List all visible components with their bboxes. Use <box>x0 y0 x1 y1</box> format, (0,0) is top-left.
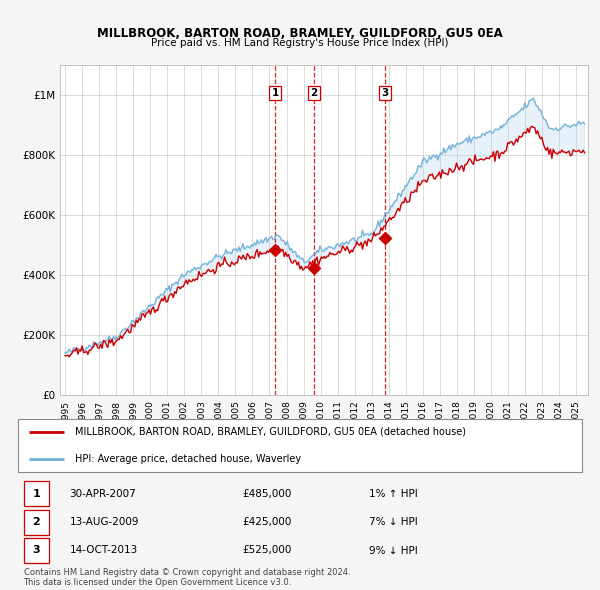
Text: MILLBROOK, BARTON ROAD, BRAMLEY, GUILDFORD, GU5 0EA: MILLBROOK, BARTON ROAD, BRAMLEY, GUILDFO… <box>97 27 503 40</box>
Text: 1: 1 <box>271 88 279 98</box>
Text: HPI: Average price, detached house, Waverley: HPI: Average price, detached house, Wave… <box>76 454 301 464</box>
Text: 7% ↓ HPI: 7% ↓ HPI <box>369 517 418 527</box>
Text: £425,000: £425,000 <box>242 517 292 527</box>
Text: £485,000: £485,000 <box>242 489 292 499</box>
Text: £525,000: £525,000 <box>242 546 292 555</box>
Text: 3: 3 <box>32 546 40 555</box>
Text: 30-APR-2007: 30-APR-2007 <box>70 489 136 499</box>
Text: Contains HM Land Registry data © Crown copyright and database right 2024.
This d: Contains HM Land Registry data © Crown c… <box>23 568 350 587</box>
Text: 2: 2 <box>310 88 318 98</box>
Text: Price paid vs. HM Land Registry's House Price Index (HPI): Price paid vs. HM Land Registry's House … <box>151 38 449 48</box>
Text: 1: 1 <box>32 489 40 499</box>
FancyBboxPatch shape <box>23 481 49 506</box>
Text: 3: 3 <box>382 88 389 98</box>
Text: 1% ↑ HPI: 1% ↑ HPI <box>369 489 418 499</box>
FancyBboxPatch shape <box>23 510 49 535</box>
FancyBboxPatch shape <box>23 538 49 563</box>
Text: MILLBROOK, BARTON ROAD, BRAMLEY, GUILDFORD, GU5 0EA (detached house): MILLBROOK, BARTON ROAD, BRAMLEY, GUILDFO… <box>76 427 466 437</box>
Text: 9% ↓ HPI: 9% ↓ HPI <box>369 546 418 555</box>
Text: 2: 2 <box>32 517 40 527</box>
Text: 14-OCT-2013: 14-OCT-2013 <box>70 546 138 555</box>
FancyBboxPatch shape <box>18 419 582 472</box>
Text: 13-AUG-2009: 13-AUG-2009 <box>70 517 139 527</box>
